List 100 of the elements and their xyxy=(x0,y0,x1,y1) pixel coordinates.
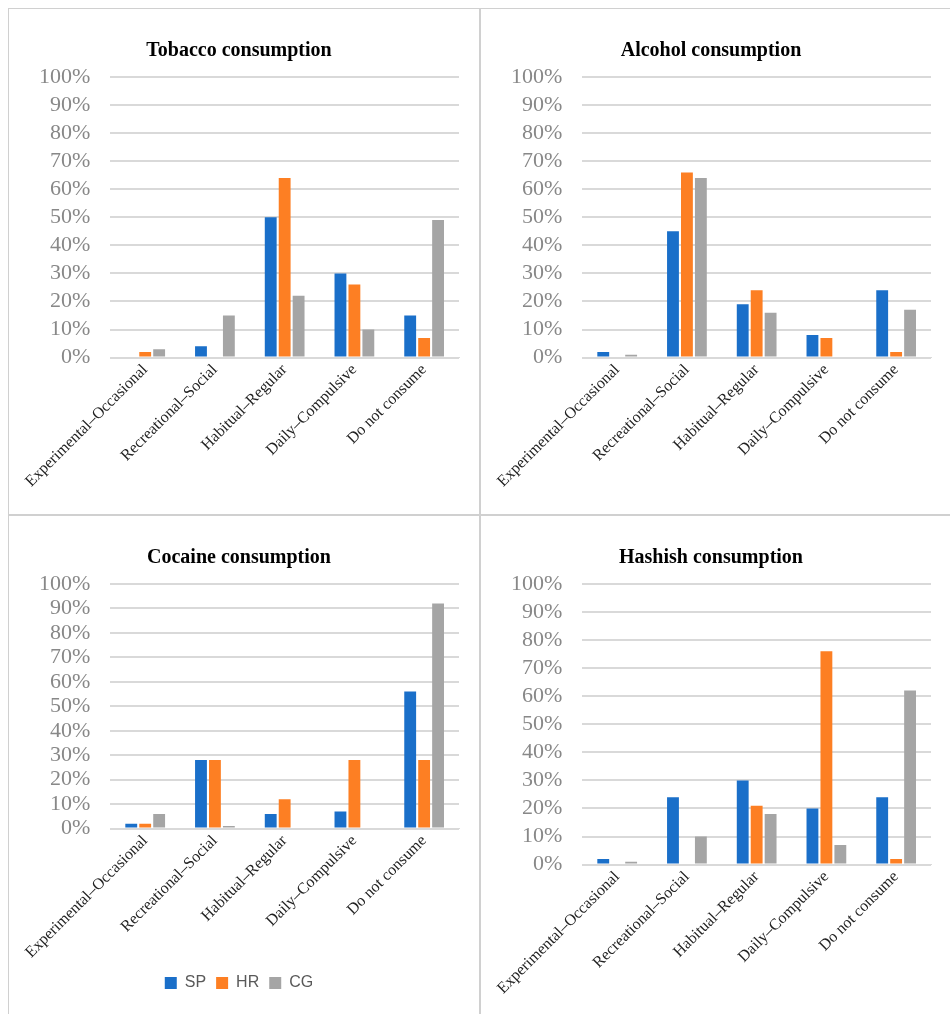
y-tick-label: 20% xyxy=(522,287,563,313)
bar xyxy=(820,651,833,864)
y-tick-label: 60% xyxy=(50,667,91,693)
bar xyxy=(890,858,903,864)
y-tick-label: 70% xyxy=(50,643,91,669)
bar xyxy=(834,844,847,864)
bar xyxy=(764,312,777,357)
bar xyxy=(876,797,889,864)
bar xyxy=(876,290,889,357)
y-tick-label: 30% xyxy=(50,259,91,285)
y-tick-label: 100% xyxy=(39,569,91,595)
bar xyxy=(890,351,903,357)
bar xyxy=(334,273,347,357)
legend-label: HR xyxy=(236,973,260,991)
bar xyxy=(694,836,707,864)
bar xyxy=(139,823,152,828)
y-tick-label: 100% xyxy=(39,62,91,88)
y-tick-label: 10% xyxy=(522,822,563,848)
bar xyxy=(750,805,763,864)
y-tick-label: 10% xyxy=(522,315,563,341)
y-tick-label: 50% xyxy=(522,710,563,736)
bar xyxy=(432,220,445,357)
y-tick-label: 60% xyxy=(50,175,91,201)
bar xyxy=(597,351,610,357)
bar xyxy=(750,290,763,357)
y-tick-label: 0% xyxy=(533,850,563,876)
bar xyxy=(418,760,431,828)
y-tick-label: 40% xyxy=(522,231,563,257)
chart-title: Tobacco consumption xyxy=(146,38,332,62)
y-tick-label: 90% xyxy=(50,594,91,620)
bar xyxy=(806,335,819,357)
bar xyxy=(348,760,361,828)
bar xyxy=(667,231,679,357)
bar xyxy=(264,813,277,828)
bar xyxy=(736,780,749,864)
legend-label: CG xyxy=(289,973,314,991)
y-tick-label: 80% xyxy=(50,118,91,144)
y-tick-label: 70% xyxy=(522,653,563,679)
bar xyxy=(806,808,819,864)
y-tick-label: 30% xyxy=(522,259,563,285)
bar xyxy=(362,329,375,357)
bar xyxy=(334,811,347,828)
y-tick-label: 60% xyxy=(522,682,563,708)
y-tick-label: 70% xyxy=(522,146,563,172)
y-tick-label: 80% xyxy=(50,618,91,644)
y-tick-label: 40% xyxy=(50,231,91,257)
legend-label: SP xyxy=(184,973,207,991)
chart-title: Cocaine consumption xyxy=(147,545,331,569)
y-tick-label: 50% xyxy=(522,203,563,229)
bar xyxy=(418,337,431,357)
y-tick-label: 20% xyxy=(50,287,91,313)
y-tick-label: 90% xyxy=(522,90,563,116)
chart-title: Alcohol consumption xyxy=(620,38,802,62)
y-tick-label: 60% xyxy=(522,175,563,201)
bar xyxy=(904,309,917,357)
y-tick-label: 0% xyxy=(533,343,563,369)
y-tick-label: 100% xyxy=(511,62,563,88)
chart-title: Hashish consumption xyxy=(619,545,803,569)
bar xyxy=(667,797,679,864)
bar xyxy=(597,858,610,864)
y-tick-label: 10% xyxy=(50,789,91,815)
bar xyxy=(278,799,291,828)
bar xyxy=(694,178,707,357)
bar xyxy=(764,814,777,864)
y-tick-label: 30% xyxy=(50,740,91,766)
y-tick-label: 70% xyxy=(50,146,91,172)
y-tick-label: 80% xyxy=(522,118,563,144)
y-tick-label: 20% xyxy=(522,794,563,820)
y-tick-label: 90% xyxy=(522,597,563,623)
y-tick-label: 0% xyxy=(61,343,91,369)
y-tick-label: 30% xyxy=(522,766,563,792)
y-tick-label: 50% xyxy=(50,203,91,229)
bar xyxy=(278,178,291,357)
bar xyxy=(195,760,207,828)
bar xyxy=(292,295,305,357)
bar xyxy=(222,315,235,357)
y-tick-label: 0% xyxy=(61,814,91,840)
bar xyxy=(432,603,445,828)
bar xyxy=(195,346,207,357)
bar xyxy=(736,304,749,357)
y-tick-label: 80% xyxy=(522,625,563,651)
bar xyxy=(348,284,361,357)
y-tick-label: 50% xyxy=(50,692,91,718)
bar xyxy=(264,217,277,357)
bar xyxy=(139,351,152,357)
y-tick-label: 10% xyxy=(50,315,91,341)
bar xyxy=(404,315,417,357)
bar xyxy=(820,337,833,357)
y-tick-label: 90% xyxy=(50,90,91,116)
y-tick-label: 100% xyxy=(511,569,563,595)
bar xyxy=(209,760,221,828)
bar xyxy=(404,691,417,828)
y-tick-label: 40% xyxy=(50,716,91,742)
bar xyxy=(681,172,693,357)
y-tick-label: 40% xyxy=(522,738,563,764)
bar xyxy=(153,813,166,828)
y-tick-label: 20% xyxy=(50,765,91,791)
bar xyxy=(153,349,166,357)
bar xyxy=(125,823,138,828)
bar xyxy=(904,690,917,864)
